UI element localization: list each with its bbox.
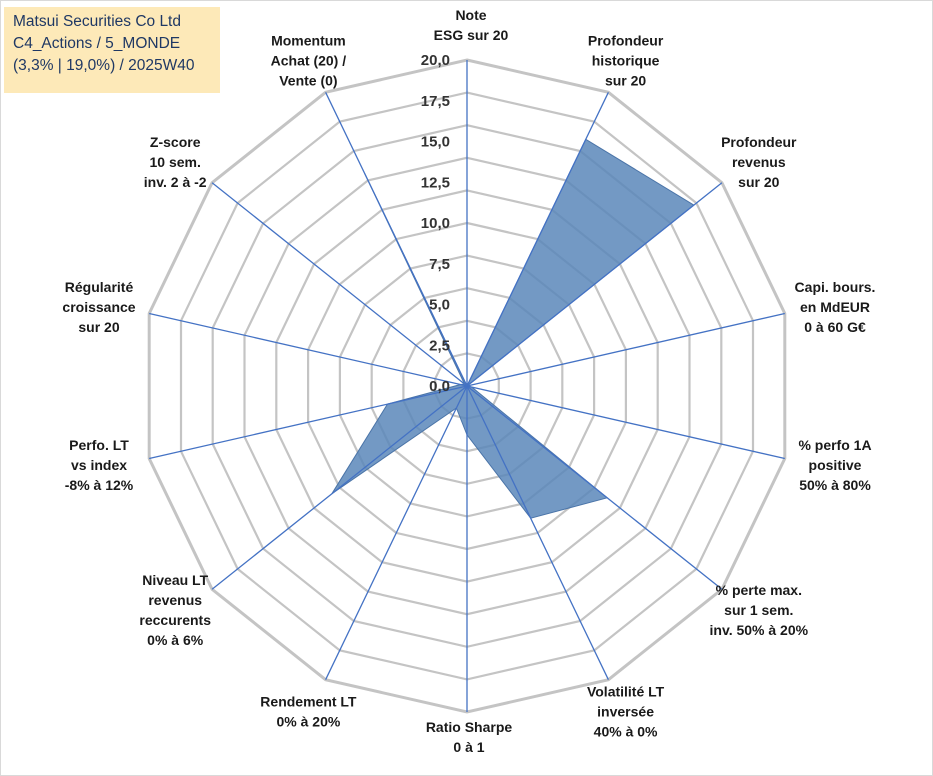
axis-label-line: Niveau LT <box>142 572 208 588</box>
axis-spoke <box>325 92 468 387</box>
axis-label-line: Perfo. LT <box>69 437 129 453</box>
axis-label-line: % perte max. <box>716 582 802 598</box>
chart-title-line: Matsui Securities Co Ltd <box>13 13 181 30</box>
axis-labels: Note ESG sur 20 Profondeur historique sur 20… <box>62 7 875 755</box>
axis-label-line: ESG sur 20 <box>434 27 509 43</box>
axis-spoke <box>149 312 468 387</box>
axis-label-line: 0 à 1 <box>453 739 484 755</box>
axis-spoke <box>211 182 468 387</box>
axis-label-line: Volatilité LT <box>587 683 665 699</box>
axis-label-line: sur 20 <box>738 174 779 190</box>
axis-label-line: Achat (20) / <box>271 53 347 69</box>
axis-label-line: Rendement LT <box>260 693 357 709</box>
tick-label: 15,0 <box>421 134 450 151</box>
axis-label-line: Vente (0) <box>279 73 337 89</box>
axis-label-line: 40% à 0% <box>594 723 658 739</box>
axis-label-line: 0% à 6% <box>147 632 204 648</box>
axis-spoke <box>466 385 609 680</box>
axis-label-line: reccurents <box>139 612 211 628</box>
axis-label-line: 0% à 20% <box>276 713 340 729</box>
series-layer <box>331 138 695 519</box>
axis-label-line: Momentum <box>271 33 346 49</box>
tick-label: 12,5 <box>421 174 450 191</box>
tick-label: 7,5 <box>429 256 450 273</box>
axis-label-line: Régularité <box>65 279 134 295</box>
axis-spoke <box>466 92 609 387</box>
tick-labels: 0,0 2,5 5,0 7,5 10,0 12,5 15,0 17,5 20,0 <box>421 52 450 395</box>
axis-label-line: inversée <box>597 703 654 719</box>
axis-label-line: 0 à 60 G€ <box>804 319 866 335</box>
axis-label-line: en MdEUR <box>800 299 870 315</box>
axis-label-line: revenus <box>732 154 786 170</box>
axis-spoke <box>466 385 785 460</box>
axis-label-line: sur 1 sem. <box>724 602 793 618</box>
tick-label: 17,5 <box>421 93 450 110</box>
axis-label-line: vs index <box>71 457 127 473</box>
tick-label: 20,0 <box>421 52 450 69</box>
axis-label-line: inv. 50% à 20% <box>710 622 809 638</box>
axis-label-line: 50% à 80% <box>799 477 871 493</box>
axis-label-line: Capi. bours. <box>795 279 876 295</box>
axis-spoke <box>325 385 468 680</box>
spoke-layer <box>149 60 785 712</box>
axis-label-line: Note <box>455 7 486 23</box>
axis-label-line: croissance <box>62 299 135 315</box>
axis-spoke <box>211 385 468 590</box>
axis-label-line: positive <box>809 457 862 473</box>
chart-title-line: C4_Actions / 5_MONDE <box>13 35 181 52</box>
axis-label-line: historique <box>592 53 660 69</box>
axis-spoke <box>466 182 723 387</box>
axis-label-line: revenus <box>148 592 202 608</box>
axis-label-line: 10 sem. <box>150 154 201 170</box>
axis-label-line: Profondeur <box>588 33 664 49</box>
axis-label-line: sur 20 <box>605 73 646 89</box>
axis-spoke <box>466 385 723 590</box>
axis-label-line: Z-score <box>150 134 201 150</box>
axis-label-line: -8% à 12% <box>65 477 134 493</box>
tick-label: 2,5 <box>429 337 450 354</box>
axis-spoke <box>149 385 468 460</box>
tick-label: 10,0 <box>421 215 450 232</box>
axis-label-line: inv. 2 à -2 <box>144 174 207 190</box>
axis-label-line: Ratio Sharpe <box>426 719 513 735</box>
tick-label: 0,0 <box>429 378 450 395</box>
chart-title-box: Matsui Securities Co Ltd C4_Actions / 5_… <box>4 7 220 93</box>
chart-title-line: (3,3% | 19,0%) / 2025W40 <box>13 57 195 74</box>
series-area <box>331 138 695 519</box>
axis-label-line: Profondeur <box>721 134 797 150</box>
axis-label-line: sur 20 <box>78 319 119 335</box>
tick-label: 5,0 <box>429 297 450 314</box>
axis-label-line: % perfo 1A <box>798 437 871 453</box>
axis-spoke <box>466 312 785 387</box>
